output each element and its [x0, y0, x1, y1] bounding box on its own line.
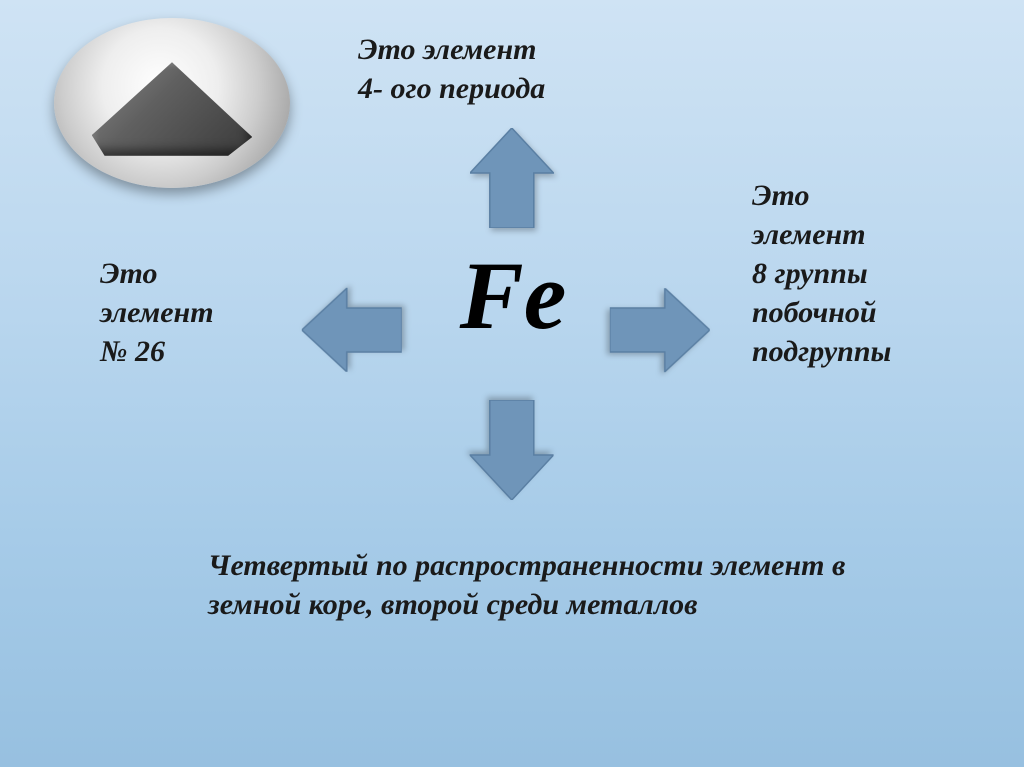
- label-right: Этоэлемент8 группыпобочнойподгруппы: [752, 176, 1002, 371]
- arrow-down-icon: [470, 400, 554, 500]
- slide-canvas: Fe Это элемент4- ого периода Этоэлемент8…: [0, 0, 1024, 767]
- element-symbol: Fe: [418, 240, 608, 351]
- iron-rock-shape: [92, 62, 252, 156]
- iron-photo: [54, 18, 290, 188]
- label-bottom: Четвертый по распространенности элемент …: [208, 546, 848, 624]
- label-top: Это элемент4- ого периода: [358, 30, 718, 108]
- arrow-left-icon: [302, 288, 402, 372]
- label-left: Этоэлемент № 26: [100, 254, 300, 371]
- arrow-up-icon: [470, 128, 554, 228]
- arrow-right-icon: [610, 288, 710, 372]
